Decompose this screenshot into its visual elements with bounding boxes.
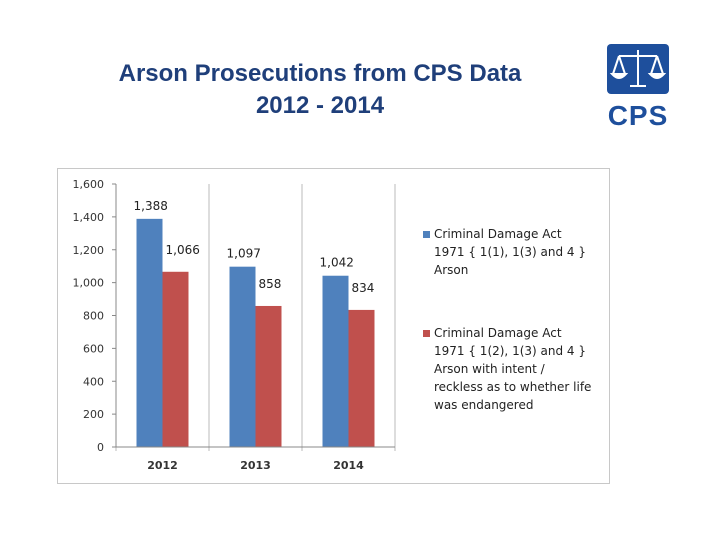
cps-logo: CPS [603, 44, 673, 134]
y-tick-label: 1,200 [73, 244, 105, 257]
data-label: 858 [259, 277, 282, 291]
y-tick-label: 1,600 [73, 178, 105, 191]
legend-label: Arson [434, 263, 468, 277]
data-label: 1,097 [227, 247, 261, 261]
legend-label: 1971 { 1(1), 1(3) and 4 } [434, 245, 586, 259]
data-label: 1,042 [320, 256, 354, 270]
legend-label: reckless as to whether life [434, 380, 591, 394]
slide-title-line-1: Arson Prosecutions from CPS Data [118, 60, 522, 87]
legend-swatch [423, 231, 430, 238]
scales-of-justice-icon [607, 44, 669, 94]
x-tick-label: 2012 [147, 459, 178, 472]
chart-bars: 1,388 1,066 1,097 858 1,042 834 [134, 199, 375, 447]
bar-arson-endangering-life-2012 [162, 271, 189, 447]
x-axis: 2012 2013 2014 [116, 446, 395, 472]
bar-arson-2013 [229, 266, 256, 447]
slide-title-line-2: 2012 - 2014 [255, 92, 385, 119]
legend-label: Arson with intent / [434, 362, 546, 376]
y-tick-label: 0 [97, 441, 104, 454]
x-tick-label: 2013 [240, 459, 271, 472]
bar-arson-endangering-life-2013 [255, 305, 282, 447]
legend-label: 1971 { 1(2), 1(3) and 4 } [434, 344, 586, 358]
y-tick-label: 600 [83, 342, 104, 355]
cps-logo-text: CPS [607, 100, 669, 131]
legend-label: Criminal Damage Act [434, 227, 562, 241]
data-label: 1,066 [166, 243, 200, 257]
data-label: 834 [352, 281, 375, 295]
legend-label: Criminal Damage Act [434, 326, 562, 340]
y-axis: 0 200 400 600 800 1,000 1,200 1,400 1,600 [73, 178, 117, 454]
legend-label: was endangered [434, 398, 533, 412]
y-tick-label: 400 [83, 375, 104, 388]
y-tick-label: 800 [83, 310, 104, 323]
legend-swatch [423, 330, 430, 337]
y-tick-label: 1,400 [73, 211, 105, 224]
slide-title: Arson Prosecutions from CPS Data 2012 - … [40, 58, 600, 122]
bar-arson-endangering-life-2014 [348, 309, 375, 447]
x-tick-label: 2014 [333, 459, 364, 472]
data-label: 1,388 [134, 199, 168, 213]
chart-frame: 0 200 400 600 800 1,000 1,200 1,400 1,600 1,388 1… [57, 168, 610, 484]
bar-arson-2012 [136, 218, 163, 447]
chart-legend: Criminal Damage Act 1971 { 1(1), 1(3) and… [423, 227, 591, 412]
y-tick-label: 200 [83, 408, 104, 421]
bar-arson-2014 [322, 275, 349, 447]
y-tick-label: 1,000 [73, 277, 105, 290]
